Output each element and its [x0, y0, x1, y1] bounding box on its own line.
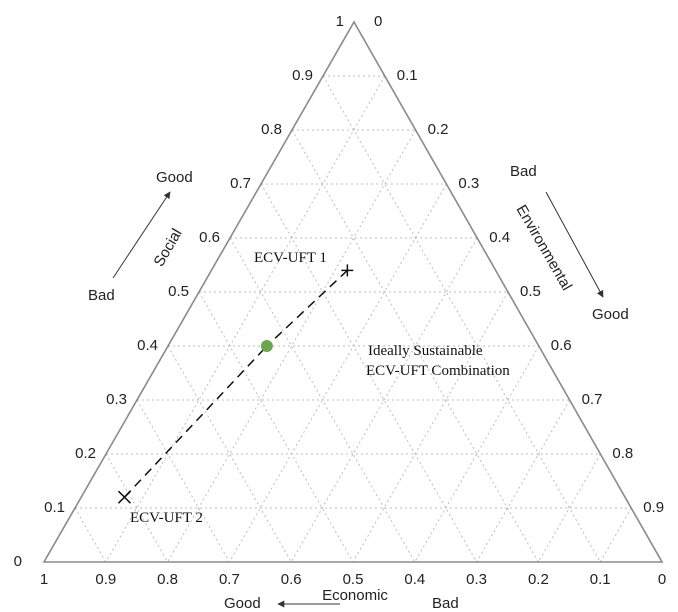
point-label-ecv-uft-1: ECV-UFT 1 [254, 250, 327, 266]
economic-tick-label: 0.7 [219, 571, 240, 588]
economic-tick-label: 0.5 [343, 571, 364, 588]
economic-tick-label: 0.9 [95, 571, 116, 588]
social-tick-label: 0.8 [261, 121, 282, 138]
grid-line [198, 291, 354, 563]
grid-line [290, 237, 478, 563]
grid-line [476, 399, 571, 563]
social-bad-label: Bad [88, 287, 115, 304]
social-tick-label: 0.9 [292, 67, 313, 84]
economic-tick-label: 0.2 [528, 571, 549, 588]
environmental-tick-label: 0.4 [489, 229, 510, 246]
social-tick-label: 0.2 [75, 445, 96, 462]
triangle-grid [74, 75, 632, 563]
environmental-tick-label: 0.7 [582, 391, 603, 408]
economic-tick-label: 1 [40, 571, 48, 588]
grid-line [136, 399, 230, 563]
grid-line [105, 453, 169, 563]
economic-bad-label: Bad [432, 595, 459, 612]
environmental-direction-arrow [545, 191, 604, 298]
social-good-label: Good [156, 169, 193, 186]
environmental-tick-label: 0 [374, 13, 382, 30]
grid-line [229, 237, 416, 563]
point-label-ideal-line1: Ideally Sustainable [368, 343, 483, 359]
social-tick-label: 0 [14, 553, 22, 570]
economic-tick-label: 0.4 [404, 571, 425, 588]
connector-line [266, 269, 348, 347]
social-tick-label: 0.7 [230, 175, 251, 192]
environmental-tick-label: 0.8 [612, 445, 633, 462]
environmental-tick-label: 0.2 [428, 121, 449, 138]
economic-tick-label: 0.1 [590, 571, 611, 588]
grid-line [599, 507, 632, 563]
environmental-tick-label: 0.6 [551, 337, 572, 354]
point-marker-ideal [260, 340, 273, 352]
grid-line [74, 507, 107, 563]
environmental-tick-label: 0.3 [458, 175, 479, 192]
point-marker-ecv-uft-2 [117, 490, 131, 504]
grid-line [105, 75, 386, 563]
grid-line [352, 291, 509, 563]
grid-line [537, 453, 601, 563]
social-tick-label: 1 [336, 13, 344, 30]
social-tick-label: 0.5 [168, 283, 189, 300]
grid-line [414, 345, 540, 563]
economic-tick-label: 0.8 [157, 571, 178, 588]
social-tick-label: 0.1 [44, 499, 65, 516]
social-axis-title: Social [151, 226, 186, 270]
triangle-outline [42, 20, 664, 563]
economic-tick-label: 0 [658, 571, 666, 588]
economic-axis-ticks: 1 0.9 0.8 0.7 0.6 0.5 0.4 0.3 0.2 0.1 0 [40, 571, 666, 588]
social-direction-arrow [112, 191, 171, 279]
economic-axis-title: Economic [322, 587, 388, 604]
environmental-tick-label: 0.5 [520, 283, 541, 300]
grid-line [322, 75, 601, 563]
environmental-axis-ticks: 0 0.1 0.2 0.3 0.4 0.5 0.6 0.7 0.8 0.9 [374, 13, 664, 516]
environmental-tick-label: 0.9 [643, 499, 664, 516]
environmental-good-label: Good [592, 306, 629, 323]
connector-line [123, 345, 268, 498]
grid-line [167, 345, 292, 563]
point-label-ideal-line2: ECV-UFT Combination [366, 363, 510, 379]
social-tick-label: 0.4 [137, 337, 158, 354]
grid-line [167, 129, 417, 563]
point-marker-ecv-uft-1 [341, 264, 354, 277]
environmental-tick-label: 0.1 [397, 67, 418, 84]
social-tick-label: 0.6 [199, 229, 220, 246]
environmental-bad-label: Bad [510, 163, 537, 180]
economic-tick-label: 0.3 [466, 571, 487, 588]
economic-good-label: Good [224, 595, 261, 612]
environmental-axis-title: Environmental [513, 202, 576, 294]
social-tick-label: 0.3 [106, 391, 127, 408]
point-label-ecv-uft-2: ECV-UFT 2 [130, 510, 203, 526]
economic-tick-label: 0.6 [281, 571, 302, 588]
social-axis-ticks: 0 0.1 0.2 0.3 0.4 0.5 0.6 0.7 0.8 0.9 1 [14, 13, 344, 570]
